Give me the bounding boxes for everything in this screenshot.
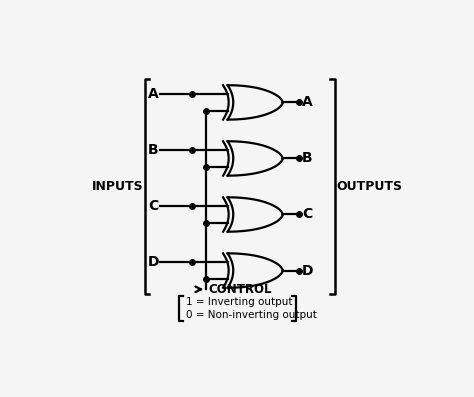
Text: CONTROL: CONTROL	[209, 283, 272, 296]
Text: 0 = Non-inverting output: 0 = Non-inverting output	[186, 310, 317, 320]
Text: 1 = Inverting output: 1 = Inverting output	[186, 297, 292, 307]
Text: OUTPUTS: OUTPUTS	[337, 180, 403, 193]
Text: INPUTS: INPUTS	[92, 180, 144, 193]
Text: D: D	[302, 264, 314, 278]
Text: B: B	[302, 151, 313, 166]
Text: A: A	[302, 95, 313, 110]
Text: D: D	[147, 255, 159, 269]
Text: B: B	[148, 143, 159, 157]
Text: C: C	[302, 208, 312, 222]
Text: A: A	[148, 87, 159, 101]
Text: C: C	[149, 199, 159, 213]
